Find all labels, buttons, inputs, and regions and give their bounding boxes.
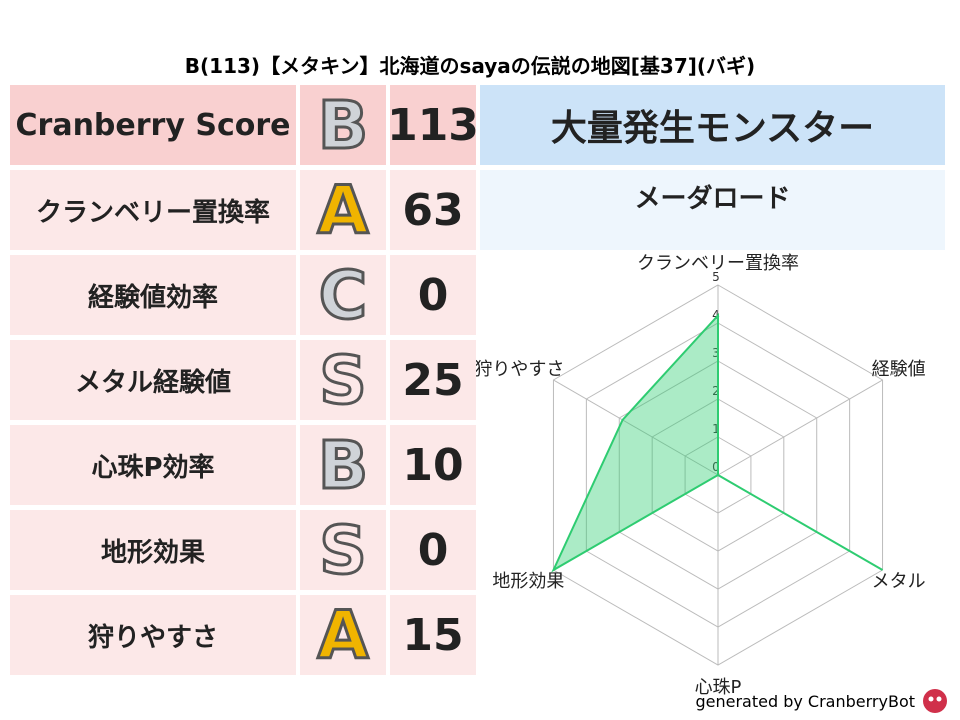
row-label: クランベリー置換率 <box>10 170 296 250</box>
footer: generated by CranberryBot <box>695 692 915 711</box>
row-value: 0 <box>390 510 476 590</box>
row-label: メタル経験値 <box>10 340 296 420</box>
grade-letter: A <box>300 595 386 675</box>
row-label: 地形効果 <box>10 510 296 590</box>
row-value: 25 <box>390 340 476 420</box>
row-label: 経験値効率 <box>10 255 296 335</box>
axis-label: クランベリー置換率 <box>637 253 799 274</box>
r-tick-label: 0 <box>712 460 720 474</box>
r-tick-label: 2 <box>712 384 720 398</box>
row-value: 63 <box>390 170 476 250</box>
row-value: 0 <box>390 255 476 335</box>
axis-label: 経験値 <box>872 359 926 380</box>
axis-label: 地形効果 <box>492 571 564 592</box>
monster-name: メーダロード <box>480 170 945 250</box>
row-label: Cranberry Score <box>10 85 296 165</box>
grade-letter: S <box>300 340 386 420</box>
grade-letter: B <box>300 85 386 165</box>
axis-label: メタル <box>872 571 926 592</box>
axis-spoke <box>717 379 883 476</box>
radar-area <box>551 312 884 573</box>
axis-spoke <box>553 379 719 476</box>
r-tick-label: 4 <box>712 308 720 322</box>
row-value: 15 <box>390 595 476 675</box>
r-tick-label: 3 <box>712 346 720 360</box>
grade-letter: C <box>300 255 386 335</box>
page-title: B(113)【メタキン】北海道のsayaの伝説の地図[基37](バギ) <box>184 54 756 78</box>
row-label: 狩りやすさ <box>10 595 296 675</box>
r-tick-label: 5 <box>712 270 720 284</box>
row-value: 10 <box>390 425 476 505</box>
axis-label: 心珠P <box>695 677 742 698</box>
grade-letter: A <box>300 170 386 250</box>
axis-label: 狩りやすさ <box>474 359 564 380</box>
monster-header: 大量発生モンスター <box>480 85 945 165</box>
grade-letter: B <box>300 425 386 505</box>
row-label: 心珠P効率 <box>10 425 296 505</box>
bot-icon <box>923 689 947 713</box>
r-tick-label: 1 <box>712 422 720 436</box>
row-value: 113 <box>387 85 479 165</box>
grade-letter: S <box>300 510 386 590</box>
